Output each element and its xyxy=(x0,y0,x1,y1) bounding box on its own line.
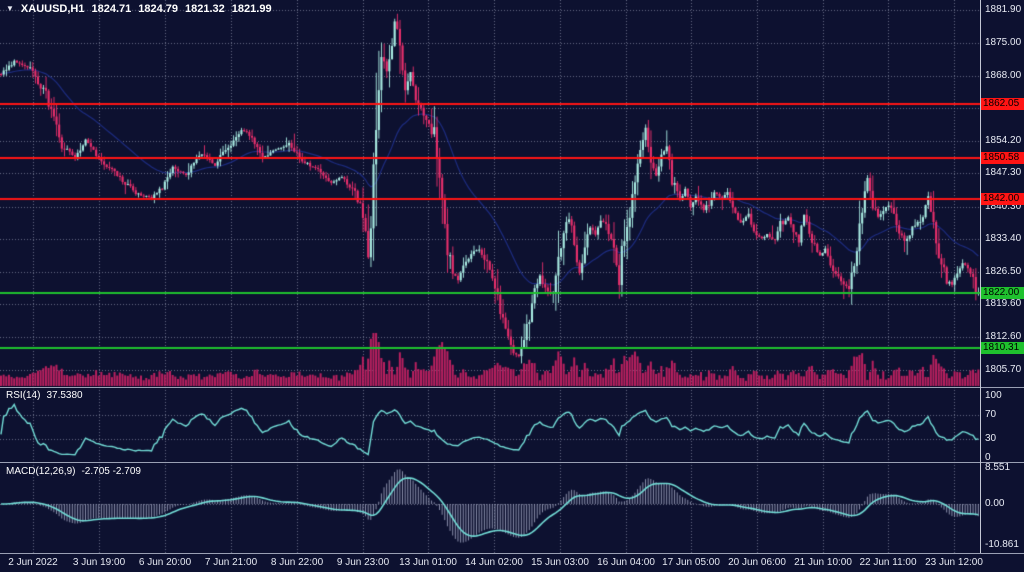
time-axis-label: 7 Jun 21:00 xyxy=(204,557,258,568)
time-axis-label: 22 Jun 11:00 xyxy=(859,557,917,568)
price-axis-label: 1854.20 xyxy=(985,134,1022,146)
time-axis-divider xyxy=(0,553,1024,554)
macd-axis-label: -10.861 xyxy=(985,539,1019,550)
price-axis-label: 1819.60 xyxy=(985,298,1022,310)
symbol-timeframe: XAUUSD,H1 xyxy=(20,3,85,15)
macd-name: MACD(12,26,9) xyxy=(6,466,76,477)
rsi-axis-label: 100 xyxy=(985,390,1002,401)
macd-values: -2.705 -2.709 xyxy=(81,466,141,477)
time-axis-label: 20 Jun 06:00 xyxy=(728,557,786,568)
rsi-value: 37.5380 xyxy=(46,390,83,401)
time-axis-label: 15 Jun 03:00 xyxy=(531,557,589,568)
resistance-price-tag[interactable]: 1850.58 xyxy=(981,151,1024,164)
time-axis-label: 13 Jun 01:00 xyxy=(399,557,457,568)
quote-close: 1821.99 xyxy=(231,3,272,15)
symbol-dropdown-icon[interactable]: ▼ xyxy=(6,4,14,13)
chart-plot-canvas[interactable] xyxy=(0,0,980,553)
time-axis-label: 8 Jun 22:00 xyxy=(270,557,324,568)
price-axis-label: 1868.00 xyxy=(985,69,1022,81)
rsi-axis-label: 70 xyxy=(985,408,997,420)
rsi-axis-label: 30 xyxy=(985,433,997,445)
price-axis-label: 1826.50 xyxy=(985,265,1022,277)
time-axis-label: 23 Jun 12:00 xyxy=(925,557,983,568)
time-axis-label: 21 Jun 10:00 xyxy=(794,557,852,568)
support-price-tag[interactable]: 1822.00 xyxy=(981,286,1024,299)
price-axis-label: 1875.00 xyxy=(985,36,1022,48)
time-axis-label: 14 Jun 02:00 xyxy=(465,557,523,568)
time-axis-label: 3 Jun 19:00 xyxy=(72,557,126,568)
price-axis-label: 1812.60 xyxy=(985,331,1022,343)
resistance-price-tag[interactable]: 1842.00 xyxy=(981,192,1024,205)
rsi-axis-label: 0 xyxy=(985,452,991,463)
chart-title: ▼ XAUUSD,H1 1824.71 1824.79 1821.32 1821… xyxy=(6,3,272,15)
price-axis-label: 1881.90 xyxy=(985,4,1022,15)
macd-axis-label: 0.00 xyxy=(985,498,1005,509)
quote-high: 1824.79 xyxy=(138,3,179,15)
time-axis-label: 16 Jun 04:00 xyxy=(597,557,655,568)
time-axis-label: 6 Jun 20:00 xyxy=(138,557,192,568)
price-axis-label: 1833.40 xyxy=(985,233,1022,245)
rsi-name: RSI(14) xyxy=(6,390,41,401)
price-axis-label: 1847.30 xyxy=(985,167,1022,179)
time-axis-label: 9 Jun 23:00 xyxy=(336,557,390,568)
time-axis-label: 17 Jun 05:00 xyxy=(662,557,720,568)
macd-indicator-label: MACD(12,26,9) -2.705 -2.709 xyxy=(6,466,141,477)
price-axis-label: 1805.70 xyxy=(985,363,1022,375)
support-price-tag[interactable]: 1810.31 xyxy=(981,342,1024,355)
time-axis-label: 2 Jun 2022 xyxy=(8,557,58,568)
price-axis-divider xyxy=(980,0,981,553)
resistance-price-tag[interactable]: 1862.05 xyxy=(981,97,1024,110)
main-rsi-divider[interactable] xyxy=(0,387,1024,388)
price-axis-label: 1840.30 xyxy=(985,200,1022,212)
rsi-macd-divider[interactable] xyxy=(0,462,1024,463)
rsi-indicator-label: RSI(14) 37.5380 xyxy=(6,390,83,401)
macd-axis-label: 8.551 xyxy=(985,462,1011,473)
quote-low: 1821.32 xyxy=(185,3,225,15)
quote-open: 1824.71 xyxy=(91,3,132,15)
